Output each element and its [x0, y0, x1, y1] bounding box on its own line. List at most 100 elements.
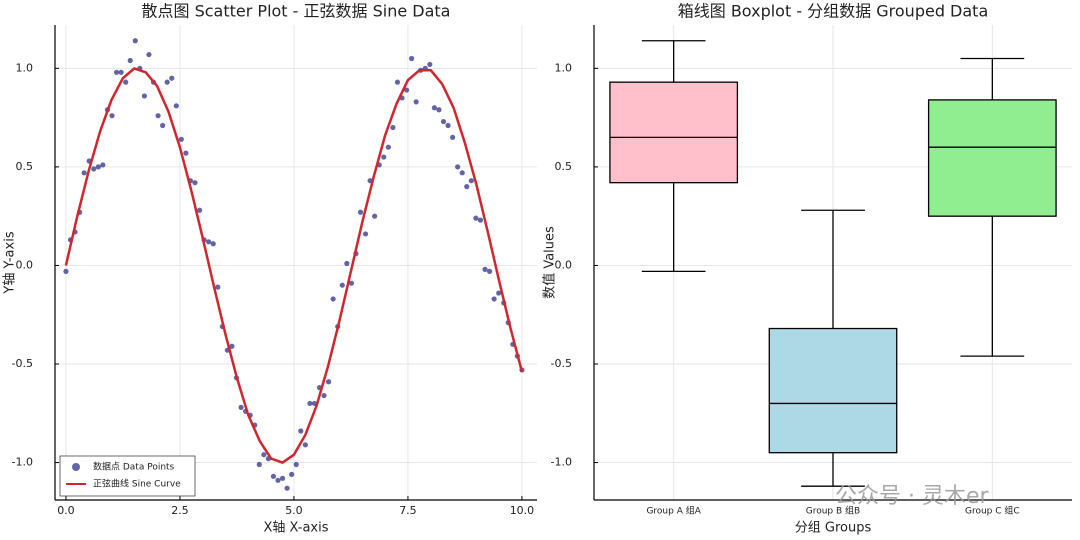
data-point [63, 268, 69, 274]
data-point [196, 207, 203, 213]
data-point [362, 231, 369, 237]
data-point [81, 170, 87, 176]
data-point [215, 284, 221, 290]
data-point [348, 280, 355, 286]
data-point [464, 184, 470, 190]
data-point [206, 239, 212, 245]
data-point [160, 122, 166, 129]
x-tick-label: 0.0 [57, 504, 75, 517]
data-point [95, 164, 101, 170]
data-point [261, 452, 267, 458]
legend-label: 数据点 Data Points [93, 461, 175, 473]
data-point [141, 93, 147, 99]
data-point [109, 113, 115, 119]
data-point [408, 55, 415, 62]
data-point [270, 473, 277, 479]
data-point [330, 296, 336, 302]
data-point [381, 154, 387, 160]
box [768, 327, 898, 454]
y-tick-label: 0.0 [16, 258, 34, 271]
data-point [164, 79, 170, 85]
data-point [298, 428, 304, 434]
data-point [275, 477, 281, 483]
x-tick-label: Group B 组B [806, 505, 860, 517]
data-point [431, 105, 437, 111]
y-tick-label: -0.5 [551, 357, 572, 370]
y-tick-label: -1.0 [12, 456, 33, 469]
data-point [491, 296, 497, 302]
legend-marker [72, 463, 80, 471]
data-point [146, 51, 152, 58]
data-point [289, 471, 295, 477]
x-axis-label: 分组 Groups [795, 521, 872, 536]
data-point [293, 461, 299, 468]
data-point [127, 57, 133, 64]
data-point [307, 400, 313, 407]
data-point [302, 442, 308, 448]
data-point [436, 107, 442, 113]
data-point [357, 209, 364, 215]
data-point [403, 87, 410, 93]
data-point [238, 404, 244, 410]
data-point [482, 266, 488, 272]
data-point [413, 99, 419, 105]
y-tick-label: -0.5 [12, 357, 33, 370]
x-tick-label: 10.0 [510, 504, 535, 517]
data-point [339, 282, 345, 288]
y-tick-label: 1.0 [555, 61, 573, 74]
y-tick-label: -1.0 [551, 456, 572, 469]
data-point [440, 118, 447, 125]
y-tick-label: 0.5 [16, 160, 34, 173]
y-axis-label: 数值 Values [542, 226, 558, 299]
data-point [496, 290, 502, 296]
watermark: 公众号 · 灵木er [835, 484, 990, 509]
legend-label: 正弦曲线 Sine Curve [93, 478, 181, 490]
x-tick-label: Group C 组C [965, 505, 1020, 517]
y-axis-label: Y轴 Y-axis [3, 231, 18, 294]
data-point [183, 150, 189, 156]
data-point [100, 162, 106, 168]
data-point [173, 103, 179, 109]
data-point [178, 136, 184, 142]
box [609, 81, 739, 184]
x-axis-label: X轴 X-axis [263, 521, 328, 536]
chart-title: 散点图 Scatter Plot - 正弦数据 Sine Data [142, 2, 451, 21]
data-point [344, 260, 350, 267]
data-point [321, 392, 327, 399]
data-point [118, 69, 124, 75]
sine-line [64, 66, 524, 464]
data-point [210, 241, 216, 247]
y-tick-label: 0.0 [555, 258, 573, 271]
panel: 箱线图 Boxplot - 分组数据 Grouped Data 分组 Groups… [542, 2, 1072, 536]
data-point [132, 38, 138, 44]
x-tick-label: 7.5 [399, 504, 417, 517]
data-point [427, 61, 433, 68]
data-point [372, 213, 378, 219]
data-point [385, 144, 391, 150]
data-point [445, 122, 451, 129]
data-point [279, 475, 286, 481]
data-point [113, 69, 120, 75]
data-point [394, 79, 401, 85]
chart-title: 箱线图 Boxplot - 分组数据 Grouped Data [678, 2, 989, 21]
panel: 散点图 Scatter Plot - 正弦数据 Sine Data X轴 X-ax… [3, 2, 537, 536]
x-tick-label: Group A 组A [646, 505, 701, 517]
data-point [450, 134, 456, 140]
data-point [459, 170, 465, 176]
box [927, 99, 1057, 217]
y-tick-label: 0.5 [555, 160, 573, 173]
x-tick-label: 5.0 [285, 504, 303, 517]
data-point [284, 485, 290, 491]
legend: 数据点 Data Points 正弦曲线 Sine Curve [59, 455, 196, 497]
data-point [455, 164, 461, 170]
data-point [256, 461, 262, 468]
data-point [169, 75, 175, 81]
data-point [123, 79, 129, 85]
data-point [192, 180, 198, 186]
x-tick-label: 2.5 [171, 504, 189, 517]
data-point [390, 124, 396, 131]
data-point [477, 217, 484, 223]
data-point [91, 166, 97, 172]
data-point [468, 178, 474, 184]
